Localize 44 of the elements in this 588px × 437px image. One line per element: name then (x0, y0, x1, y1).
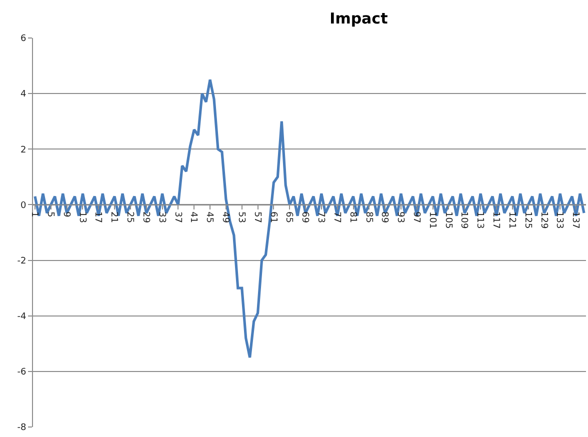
x-tick-label: 5 (44, 212, 55, 218)
x-tick-label: 81 (347, 212, 358, 223)
x-tick-label: 137 (570, 212, 580, 229)
x-tick-label: 113 (474, 212, 485, 229)
x-tick-label: 77 (331, 212, 342, 223)
x-tick-label: 17 (92, 212, 103, 223)
x-tick-label: 109 (458, 212, 469, 229)
x-tick-label: 1 (29, 212, 40, 218)
chart-title: Impact (330, 9, 388, 28)
x-tick-label: 29 (140, 212, 150, 224)
x-tick-label: 97 (410, 212, 421, 223)
x-tick-label: 85 (363, 212, 374, 223)
y-tick-label: 0 (20, 200, 26, 211)
x-tick-label: 41 (188, 212, 198, 223)
x-tick-label: 49 (220, 212, 230, 224)
y-tick-label: -4 (17, 312, 26, 322)
x-tick-label: 13 (76, 212, 87, 223)
x-tick-label: 53 (236, 212, 246, 223)
x-tick-label: 117 (490, 212, 501, 229)
x-tick-label: 89 (379, 212, 390, 224)
x-tick-label: 121 (506, 212, 516, 229)
x-tick-label: 133 (554, 212, 564, 229)
y-tick-label: 2 (20, 145, 26, 156)
x-tick-label: 101 (426, 212, 437, 229)
x-tick-label: 129 (538, 212, 548, 229)
x-tick-label: 105 (442, 212, 453, 229)
x-tick-label: 73 (316, 212, 326, 223)
x-tick-label: 57 (252, 212, 262, 223)
x-tick-label: 37 (172, 212, 182, 223)
y-tick-label: 4 (20, 90, 26, 100)
x-tick-label: 9 (60, 212, 71, 218)
y-tick-label: -8 (17, 423, 26, 434)
x-tick-label: 69 (300, 212, 310, 224)
x-tick-label: 45 (204, 212, 214, 223)
x-tick-label: 61 (268, 212, 278, 223)
x-tick-label: 125 (522, 212, 532, 229)
x-tick-label: 93 (395, 212, 406, 223)
y-tick-label: -2 (17, 256, 26, 266)
x-tick-label: 21 (108, 212, 119, 223)
y-tick-label: -6 (17, 368, 26, 378)
x-tick-label: 25 (124, 212, 135, 223)
x-tick-label: 65 (284, 212, 294, 223)
x-tick-label: 33 (156, 212, 166, 223)
y-tick-label: 6 (20, 34, 26, 44)
